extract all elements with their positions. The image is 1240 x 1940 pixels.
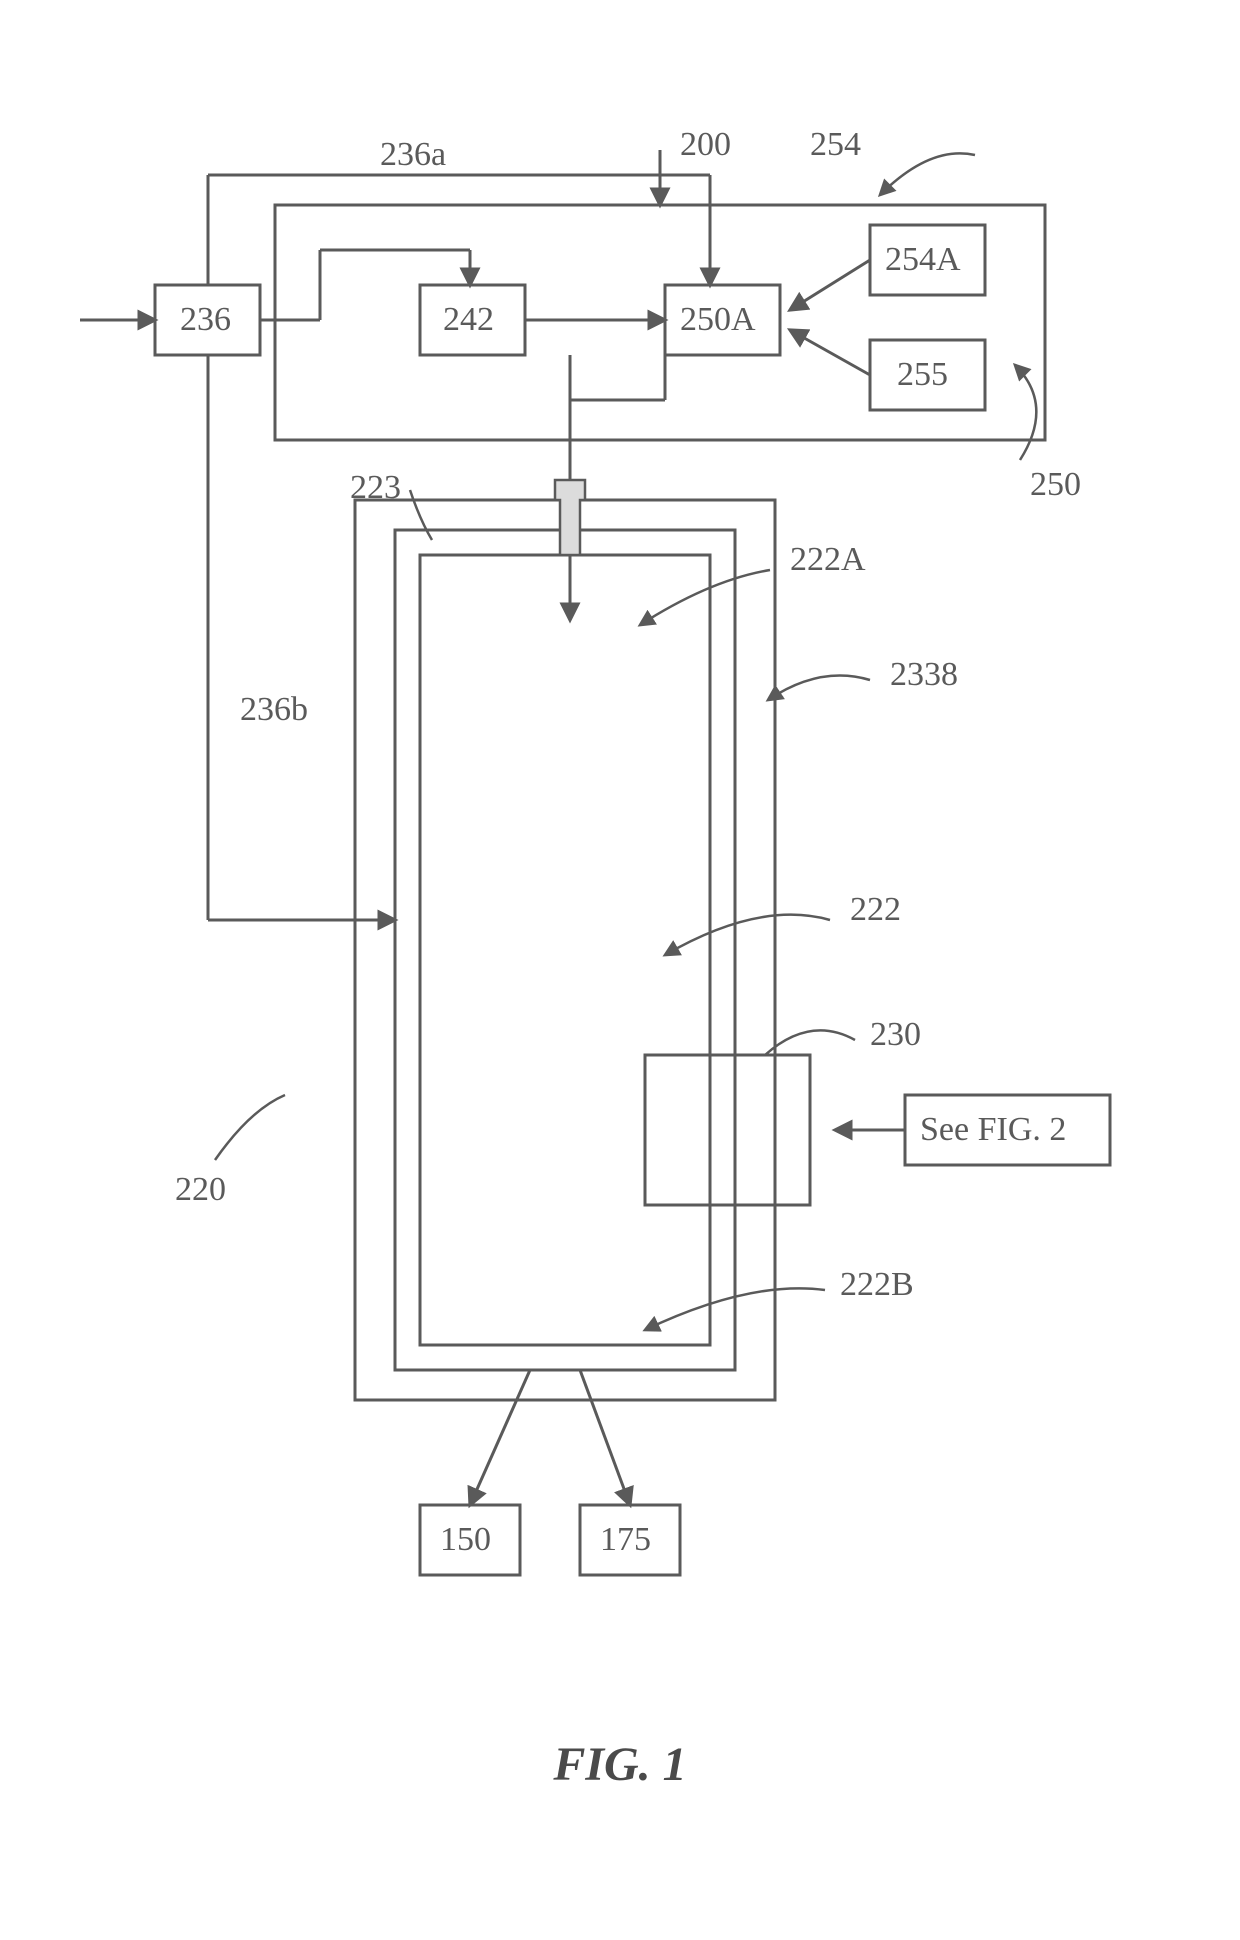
leader-ld230: [765, 1030, 855, 1055]
label-l250A: 250A: [680, 301, 756, 338]
label-l200: 200: [680, 126, 731, 163]
leader-ld220: [215, 1095, 285, 1160]
box-reactor_mid: [395, 530, 735, 1370]
inlet-neck: [555, 480, 585, 555]
label-l220: 220: [175, 1171, 226, 1208]
line-l254_to_250: [790, 260, 870, 310]
label-l222A: 222A: [790, 541, 866, 578]
line-out150: [470, 1370, 530, 1505]
label-l254: 254: [810, 126, 861, 163]
line-l255_to_250: [790, 330, 870, 375]
leader-ld254: [880, 153, 975, 195]
leader-ld250: [1015, 365, 1036, 460]
box-reactor_outer: [355, 500, 775, 1400]
label-l2338: 2338: [890, 656, 958, 693]
leader-ld223: [410, 490, 432, 540]
label-l255: 255: [897, 356, 948, 393]
label-l222B: 222B: [840, 1266, 914, 1303]
label-l250: 250: [1030, 466, 1081, 503]
label-l175: 175: [600, 1521, 651, 1558]
label-lseefig: See FIG. 2: [920, 1111, 1066, 1148]
leader-ld222A: [640, 570, 770, 625]
box-reactor_inner: [420, 555, 710, 1345]
label-l236a: 236a: [380, 136, 446, 173]
leader-ld222: [665, 915, 830, 955]
line-out175: [580, 1370, 630, 1505]
label-l230: 230: [870, 1016, 921, 1053]
box-b230: [645, 1055, 810, 1205]
figure-title: FIG. 1: [552, 1738, 686, 1791]
label-l254A: 254A: [885, 241, 961, 278]
label-l222: 222: [850, 891, 901, 928]
label-l242: 242: [443, 301, 494, 338]
label-l223: 223: [350, 469, 401, 506]
leader-ld2338: [768, 676, 870, 701]
label-l236: 236: [180, 301, 231, 338]
label-l236b: 236b: [240, 691, 308, 728]
label-l150: 150: [440, 1521, 491, 1558]
